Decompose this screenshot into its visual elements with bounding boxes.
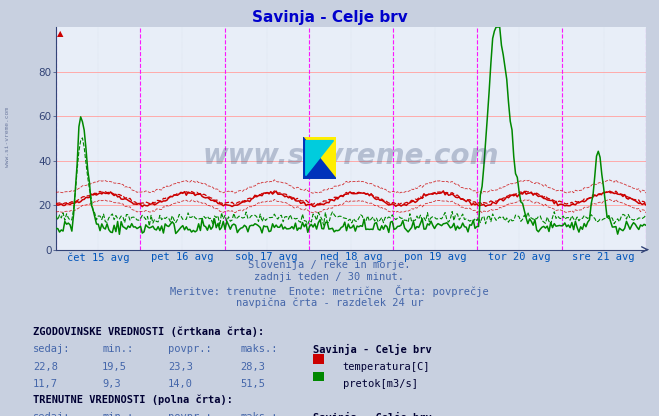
Text: 28,3: 28,3 xyxy=(241,362,266,371)
Text: povpr.:: povpr.: xyxy=(168,412,212,416)
Text: maks.:: maks.: xyxy=(241,412,278,416)
Text: zadnji teden / 30 minut.: zadnji teden / 30 minut. xyxy=(254,272,405,282)
Text: ZGODOVINSKE VREDNOSTI (črtkana črta):: ZGODOVINSKE VREDNOSTI (črtkana črta): xyxy=(33,327,264,337)
Text: 11,7: 11,7 xyxy=(33,379,58,389)
Text: www.si-vreme.com: www.si-vreme.com xyxy=(203,142,499,170)
Text: sedaj:: sedaj: xyxy=(33,344,71,354)
Text: TRENUTNE VREDNOSTI (polna črta):: TRENUTNE VREDNOSTI (polna črta): xyxy=(33,395,233,405)
Text: 23,3: 23,3 xyxy=(168,362,193,371)
Text: maks.:: maks.: xyxy=(241,344,278,354)
Text: navpična črta - razdelek 24 ur: navpična črta - razdelek 24 ur xyxy=(236,297,423,308)
Text: www.si-vreme.com: www.si-vreme.com xyxy=(5,107,11,167)
Text: min.:: min.: xyxy=(102,344,133,354)
Text: 14,0: 14,0 xyxy=(168,379,193,389)
Text: sedaj:: sedaj: xyxy=(33,412,71,416)
Text: 9,3: 9,3 xyxy=(102,379,121,389)
Text: pretok[m3/s]: pretok[m3/s] xyxy=(343,379,418,389)
Polygon shape xyxy=(306,141,333,176)
Text: Slovenija / reke in morje.: Slovenija / reke in morje. xyxy=(248,260,411,270)
Text: Savinja - Celje brv: Savinja - Celje brv xyxy=(313,344,432,355)
Text: ▲: ▲ xyxy=(57,29,63,38)
Text: 19,5: 19,5 xyxy=(102,362,127,371)
Text: Savinja - Celje brv: Savinja - Celje brv xyxy=(313,412,432,416)
Text: Meritve: trenutne  Enote: metrične  Črta: povprečje: Meritve: trenutne Enote: metrične Črta: … xyxy=(170,285,489,297)
Text: 51,5: 51,5 xyxy=(241,379,266,389)
Text: temperatura[C]: temperatura[C] xyxy=(343,362,430,371)
Text: 22,8: 22,8 xyxy=(33,362,58,371)
Polygon shape xyxy=(303,137,336,179)
Text: povpr.:: povpr.: xyxy=(168,344,212,354)
Text: min.:: min.: xyxy=(102,412,133,416)
Text: Savinja - Celje brv: Savinja - Celje brv xyxy=(252,10,407,25)
